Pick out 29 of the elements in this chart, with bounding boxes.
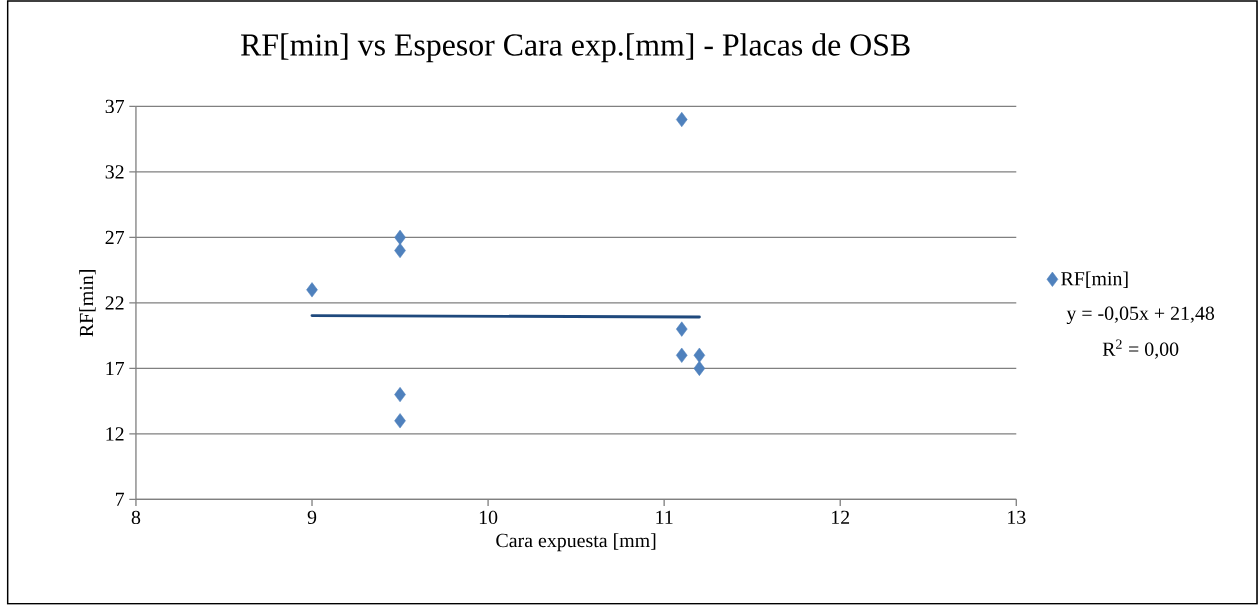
y-tick-label: 37 [105, 99, 125, 114]
x-axis-title: Cara expuesta [mm] [496, 533, 656, 552]
point [676, 347, 688, 363]
point [676, 321, 688, 337]
y-tick-label: 12 [106, 427, 124, 441]
x-tick-label: 11 [656, 510, 673, 524]
point [693, 347, 706, 363]
point [306, 282, 318, 298]
point [394, 229, 406, 246]
x-tick-label: 8 [131, 510, 141, 525]
x-tick-label: 9 [307, 510, 317, 525]
point [394, 413, 406, 429]
y-tick-label: 17 [106, 361, 125, 376]
y-tick-label: 22 [105, 296, 124, 310]
x-tick-label: 10 [479, 510, 498, 525]
point [394, 243, 406, 259]
y-tick-label: 27 [105, 230, 125, 245]
text: y = -0,05x + 21,48 [1066, 306, 1215, 325]
x-tick-label: 12 [832, 510, 850, 524]
text: R$^{2}$ = 0,00 [1102, 339, 1179, 359]
y-axis-title: RF[min] [79, 270, 96, 337]
y-tick-label: 32 [105, 165, 124, 179]
y-tick-label: 7 [115, 492, 125, 506]
legend-label: RF[min] [1061, 271, 1128, 288]
point [676, 112, 688, 128]
chart-title: RF[min] vs Espesor Cara exp.[mm] - Placas de OSB [241, 33, 910, 63]
x-tick-label: 13 [1008, 510, 1026, 525]
point [693, 360, 706, 377]
point [394, 387, 406, 403]
